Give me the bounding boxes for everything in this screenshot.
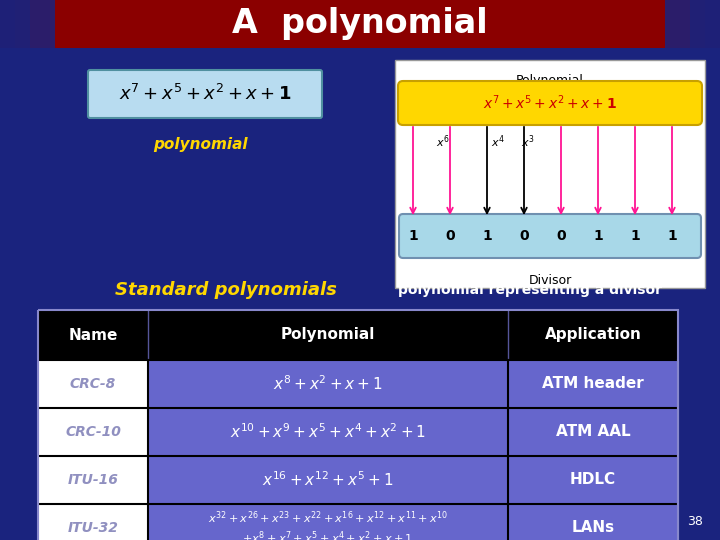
Text: $x^{10} + x^9 + x^5 + x^4 + x^2 + 1$: $x^{10} + x^9 + x^5 + x^4 + x^2 + 1$ bbox=[230, 423, 426, 441]
Text: LANs: LANs bbox=[572, 521, 615, 536]
FancyBboxPatch shape bbox=[705, 0, 720, 48]
Text: $x^6$: $x^6$ bbox=[436, 134, 450, 150]
Text: 0: 0 bbox=[519, 229, 528, 243]
Text: 1: 1 bbox=[630, 229, 640, 243]
FancyBboxPatch shape bbox=[690, 0, 720, 48]
Text: $x^7 + x^5 + x^2 + x + \mathbf{1}$: $x^7 + x^5 + x^2 + x + \mathbf{1}$ bbox=[119, 84, 292, 104]
Text: $+ x^8 + x^7 + x^5 + x^4 + x^2 + x + 1$: $+ x^8 + x^7 + x^5 + x^4 + x^2 + x + 1$ bbox=[243, 530, 413, 540]
Text: polynomial representing a divisor: polynomial representing a divisor bbox=[398, 283, 662, 297]
FancyBboxPatch shape bbox=[0, 0, 55, 48]
FancyBboxPatch shape bbox=[395, 60, 705, 288]
Text: Divisor: Divisor bbox=[528, 273, 572, 287]
Text: Standard polynomials: Standard polynomials bbox=[115, 281, 337, 299]
FancyBboxPatch shape bbox=[148, 408, 508, 456]
Text: $x^8 + x^2 + x + 1$: $x^8 + x^2 + x + 1$ bbox=[273, 375, 383, 393]
Text: ATM AAL: ATM AAL bbox=[556, 424, 630, 440]
Text: Polynomial: Polynomial bbox=[516, 74, 584, 87]
Text: 1: 1 bbox=[593, 229, 603, 243]
Text: 1: 1 bbox=[667, 229, 677, 243]
Text: Name: Name bbox=[68, 327, 117, 342]
Text: 38: 38 bbox=[687, 515, 703, 528]
Text: ITU-32: ITU-32 bbox=[68, 521, 118, 535]
FancyBboxPatch shape bbox=[38, 504, 148, 540]
Text: $x^7 + x^5 + x^2 + x + \mathbf{1}$: $x^7 + x^5 + x^2 + x + \mathbf{1}$ bbox=[483, 94, 617, 112]
Text: HDLC: HDLC bbox=[570, 472, 616, 488]
Text: 0: 0 bbox=[445, 229, 455, 243]
FancyBboxPatch shape bbox=[88, 70, 322, 118]
Text: $x^3$: $x^3$ bbox=[521, 134, 535, 150]
Text: ATM header: ATM header bbox=[542, 376, 644, 392]
FancyBboxPatch shape bbox=[508, 408, 678, 456]
FancyBboxPatch shape bbox=[0, 0, 15, 48]
FancyBboxPatch shape bbox=[398, 81, 702, 125]
FancyBboxPatch shape bbox=[0, 0, 30, 48]
Text: $x^4$: $x^4$ bbox=[491, 134, 505, 150]
Text: A  polynomial: A polynomial bbox=[232, 8, 488, 40]
Text: polynomial: polynomial bbox=[153, 138, 247, 152]
FancyBboxPatch shape bbox=[148, 360, 508, 408]
Text: 0: 0 bbox=[556, 229, 566, 243]
FancyBboxPatch shape bbox=[38, 456, 148, 504]
FancyBboxPatch shape bbox=[0, 0, 720, 48]
Text: ITU-16: ITU-16 bbox=[68, 473, 118, 487]
FancyBboxPatch shape bbox=[399, 214, 701, 258]
Text: $x^{16} + x^{12} + x^5 + 1$: $x^{16} + x^{12} + x^5 + 1$ bbox=[262, 471, 394, 489]
FancyBboxPatch shape bbox=[665, 0, 720, 48]
Text: $x^{32} + x^{26} + x^{23} + x^{22} + x^{16} + x^{12} + x^{11} + x^{10}$: $x^{32} + x^{26} + x^{23} + x^{22} + x^{… bbox=[208, 510, 449, 526]
Text: CRC-8: CRC-8 bbox=[70, 377, 116, 391]
Text: Polynomial: Polynomial bbox=[281, 327, 375, 342]
FancyBboxPatch shape bbox=[148, 504, 508, 540]
FancyBboxPatch shape bbox=[508, 456, 678, 504]
FancyBboxPatch shape bbox=[148, 456, 508, 504]
FancyBboxPatch shape bbox=[38, 310, 678, 360]
Text: 1: 1 bbox=[482, 229, 492, 243]
Text: CRC-10: CRC-10 bbox=[65, 425, 121, 439]
FancyBboxPatch shape bbox=[38, 360, 148, 408]
FancyBboxPatch shape bbox=[38, 408, 148, 456]
Text: Application: Application bbox=[544, 327, 642, 342]
FancyBboxPatch shape bbox=[508, 504, 678, 540]
FancyBboxPatch shape bbox=[508, 360, 678, 408]
Text: 1: 1 bbox=[408, 229, 418, 243]
